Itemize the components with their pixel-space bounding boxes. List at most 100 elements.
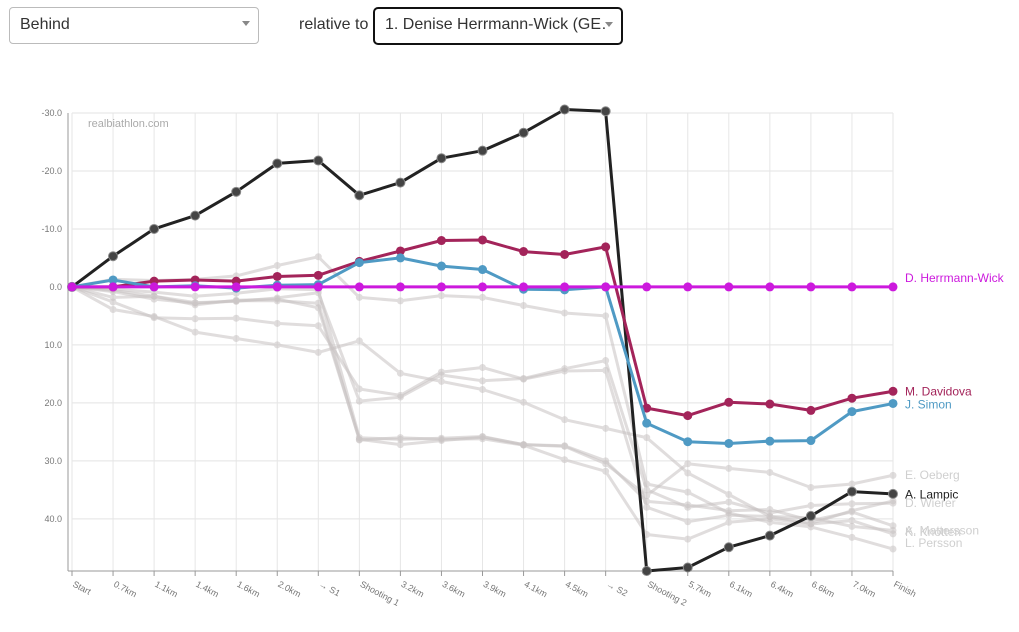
data-point-k-knotten [232, 297, 240, 305]
x-tick-label: 3.6km [441, 579, 467, 599]
y-tick-label: 20.0 [44, 398, 62, 408]
end-label-e-oeberg: E. Oeberg [905, 468, 960, 482]
data-point-d-herrmann-wick [683, 282, 693, 292]
x-tick-label: 6.1km [728, 579, 754, 599]
y-tick-label: 30.0 [44, 456, 62, 466]
data-point-a-lampic [682, 562, 693, 573]
data-point-a-mattersson [273, 319, 281, 327]
data-point-k-knotten [848, 517, 856, 525]
data-point-l-persson [848, 508, 856, 516]
data-point-k-knotten [273, 297, 281, 305]
data-point-a-lampic [231, 186, 242, 197]
x-tick-label: 3.9km [482, 579, 508, 599]
data-point-e-oeberg [848, 480, 856, 488]
chart-axes: -30.0 -20.0 -10.0 0.0 10.0 20.0 30.0 40.0 Start 0… [41, 108, 917, 608]
data-point-l-persson [561, 442, 569, 450]
x-tick-label: 6.6km [810, 579, 836, 599]
data-point-h-oeberg [602, 424, 610, 432]
reference-athlete-select[interactable]: 1. Denise Herrmann-Wick (GE… [373, 7, 623, 45]
data-point-l-persson [355, 434, 363, 442]
data-point-a-lampic [805, 510, 816, 521]
data-point-a-lampic [395, 177, 406, 188]
data-point-a-mattersson [232, 314, 240, 322]
x-tick-label: 1.6km [235, 579, 261, 599]
data-point-a-lampic [518, 127, 529, 138]
end-label-a-lampic: A. Lampic [905, 487, 958, 501]
data-point-l-persson [191, 292, 199, 300]
end-label-m-davidova: M. Davidova [905, 384, 972, 398]
data-point-d-wierer [848, 500, 856, 508]
data-point-e-persson [437, 292, 445, 300]
end-label-k-knotten: K. Knotten [905, 525, 961, 539]
data-point-h-oeberg [396, 369, 404, 377]
data-point-j-simon [354, 258, 364, 268]
x-tick-label: 1.1km [153, 579, 179, 599]
data-point-e-oeberg [766, 468, 774, 476]
end-label-l-persson: L. Persson [905, 536, 962, 550]
data-point-d-herrmann-wick [395, 282, 405, 292]
data-point-j-simon [683, 437, 693, 447]
x-tick-label: 1.4km [194, 579, 220, 599]
x-tick-label: 4.5km [564, 579, 590, 599]
data-point-a-lampic [600, 106, 611, 117]
data-point-a-lampic [764, 530, 775, 541]
series-d-herrmann-wick [67, 282, 898, 292]
data-point-m-davidova [806, 405, 816, 415]
data-point-k-knotten [725, 518, 733, 526]
data-point-l-persson [684, 501, 692, 509]
data-point-d-herrmann-wick [149, 282, 159, 292]
data-point-k-knotten [766, 515, 774, 523]
data-point-d-herrmann-wick [190, 282, 200, 292]
data-point-a-mattersson [561, 367, 569, 375]
x-tick-label: 5.7km [687, 579, 713, 599]
data-point-d-herrmann-wick [354, 282, 364, 292]
mode-select[interactable]: Behind [9, 7, 259, 44]
data-point-m-davidova [436, 236, 446, 246]
data-point-a-lampic [149, 223, 160, 234]
data-point-d-herrmann-wick [888, 282, 898, 292]
data-point-h-oeberg [191, 328, 199, 336]
data-point-e-persson [848, 533, 856, 541]
data-point-a-mattersson [479, 364, 486, 372]
data-point-a-lampic [888, 488, 898, 499]
data-point-h-oeberg [520, 398, 528, 406]
data-point-k-knotten [150, 295, 158, 303]
data-point-e-oeberg [684, 460, 692, 468]
mode-select-value: Behind [20, 16, 70, 33]
data-point-a-mattersson [602, 366, 610, 374]
data-point-a-lampic [272, 158, 283, 169]
end-label-d-wierer: D. Wierer [905, 496, 956, 510]
data-point-k-knotten [191, 299, 199, 307]
y-tick-label: 10.0 [44, 340, 62, 350]
y-tick-label: 40.0 [44, 514, 62, 524]
data-point-d-wierer [479, 377, 486, 385]
data-point-j-simon [436, 261, 446, 271]
relative-to-label: relative to [299, 16, 369, 33]
data-point-h-oeberg [355, 337, 363, 345]
data-point-d-wierer [643, 486, 651, 494]
x-tick-label: 6.4km [769, 579, 795, 599]
data-point-e-persson [520, 301, 528, 309]
data-point-a-mattersson [684, 518, 692, 526]
data-point-e-oeberg [889, 471, 897, 479]
data-point-d-wierer [807, 501, 815, 509]
data-point-l-persson [602, 457, 610, 465]
data-point-h-oeberg [109, 306, 117, 314]
data-point-d-herrmann-wick [847, 282, 857, 292]
data-point-a-mattersson [150, 314, 158, 322]
data-point-a-lampic [354, 190, 365, 201]
data-point-m-davidova [560, 249, 570, 259]
chevron-down-icon [242, 21, 250, 26]
data-point-a-lampic [846, 486, 857, 497]
x-tick-label: Shooting 2 [646, 579, 689, 608]
data-point-d-herrmann-wick [601, 282, 611, 292]
y-tick-label: -30.0 [41, 108, 62, 118]
watermark: realbiathlon.com [88, 118, 169, 130]
data-point-h-oeberg [725, 490, 733, 498]
data-point-l-persson [437, 434, 445, 442]
data-point-h-oeberg [273, 341, 281, 349]
data-point-a-mattersson [848, 522, 856, 530]
data-point-a-lampic [436, 153, 447, 164]
data-point-h-oeberg [889, 497, 897, 505]
